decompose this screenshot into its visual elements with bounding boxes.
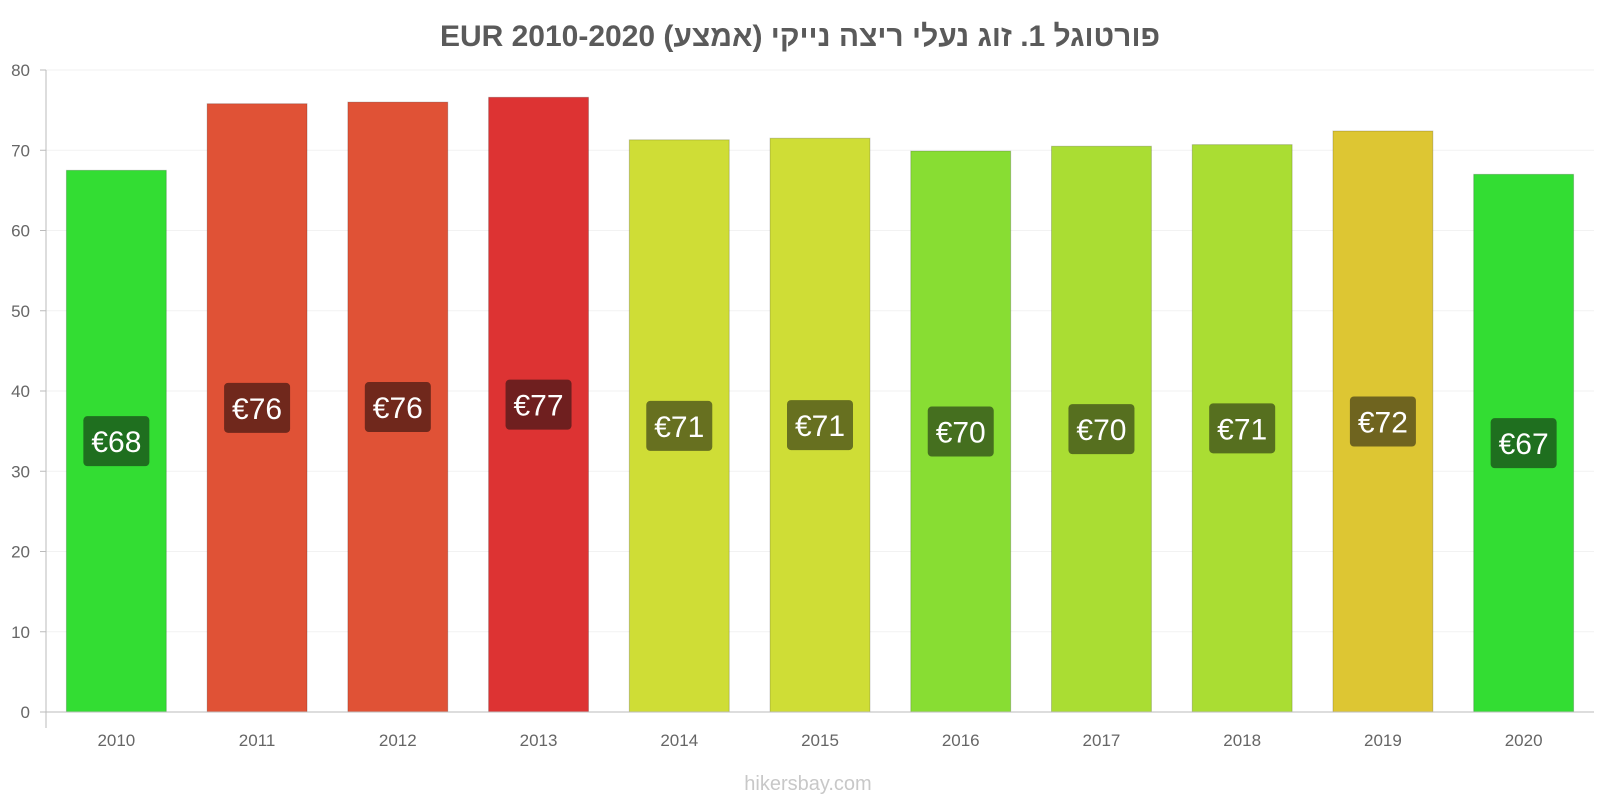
- x-tick-label: 2019: [1364, 731, 1402, 750]
- data-label-box: [927, 406, 994, 457]
- x-tick-label: 2017: [1083, 731, 1121, 750]
- y-tick-label: 10: [11, 623, 30, 642]
- y-tick-label: 0: [21, 703, 30, 722]
- x-tick-label: 2020: [1505, 731, 1543, 750]
- data-label: €76: [373, 392, 423, 425]
- data-label: €70: [936, 417, 986, 450]
- data-label: €67: [1499, 428, 1549, 461]
- data-label: €71: [1217, 413, 1267, 446]
- data-label-box: [646, 400, 713, 451]
- y-tick-label: 50: [11, 302, 30, 321]
- x-tick-label: 2014: [660, 731, 698, 750]
- x-tick-label: 2013: [520, 731, 558, 750]
- data-label: €68: [91, 426, 141, 459]
- x-tick-label: 2016: [942, 731, 980, 750]
- x-tick-label: 2010: [97, 731, 135, 750]
- data-label: €71: [654, 411, 704, 444]
- y-tick-label: 80: [11, 61, 30, 80]
- data-label-box: [224, 382, 291, 433]
- x-tick-label: 2011: [239, 731, 276, 750]
- chart-title: פורטוגל 1. זוג נעלי ריצה נייקי (אמצע) EU…: [440, 20, 1160, 53]
- data-label-box: [83, 416, 150, 467]
- data-label-box: [1068, 404, 1135, 455]
- x-tick-label: 2015: [801, 731, 839, 750]
- y-tick-label: 40: [11, 382, 30, 401]
- data-label-box: [505, 379, 572, 430]
- x-tick-label: 2012: [379, 731, 417, 750]
- data-label: €77: [514, 390, 564, 423]
- y-axis: 0 10 20 30 40 50 60 70 80: [11, 61, 47, 728]
- x-axis: 2010 2011 2012 2013 2014 2015 2016 2017 2018 2019…: [40, 711, 1594, 750]
- data-label: €76: [232, 393, 282, 426]
- data-labels: €68 €76 €76 €77 €71 €71 €70 €70 €71 €72 €67: [83, 379, 1557, 469]
- data-label: €70: [1076, 414, 1126, 447]
- y-tick-label: 60: [11, 222, 30, 241]
- data-label-box: [1349, 396, 1416, 447]
- credit-watermark: hikersbay.com: [744, 773, 871, 795]
- data-label-box: [1490, 418, 1557, 469]
- y-tick-label: 20: [11, 543, 30, 562]
- y-tick-label: 70: [11, 141, 30, 160]
- data-label-box: [1209, 403, 1276, 454]
- data-label-box: [787, 400, 853, 451]
- data-label: €71: [795, 410, 845, 443]
- y-tick-label: 30: [11, 462, 30, 481]
- data-label-box: [364, 382, 431, 433]
- x-tick-label: 2018: [1223, 731, 1261, 750]
- bars: [65, 96, 1575, 713]
- data-label: €72: [1358, 406, 1408, 439]
